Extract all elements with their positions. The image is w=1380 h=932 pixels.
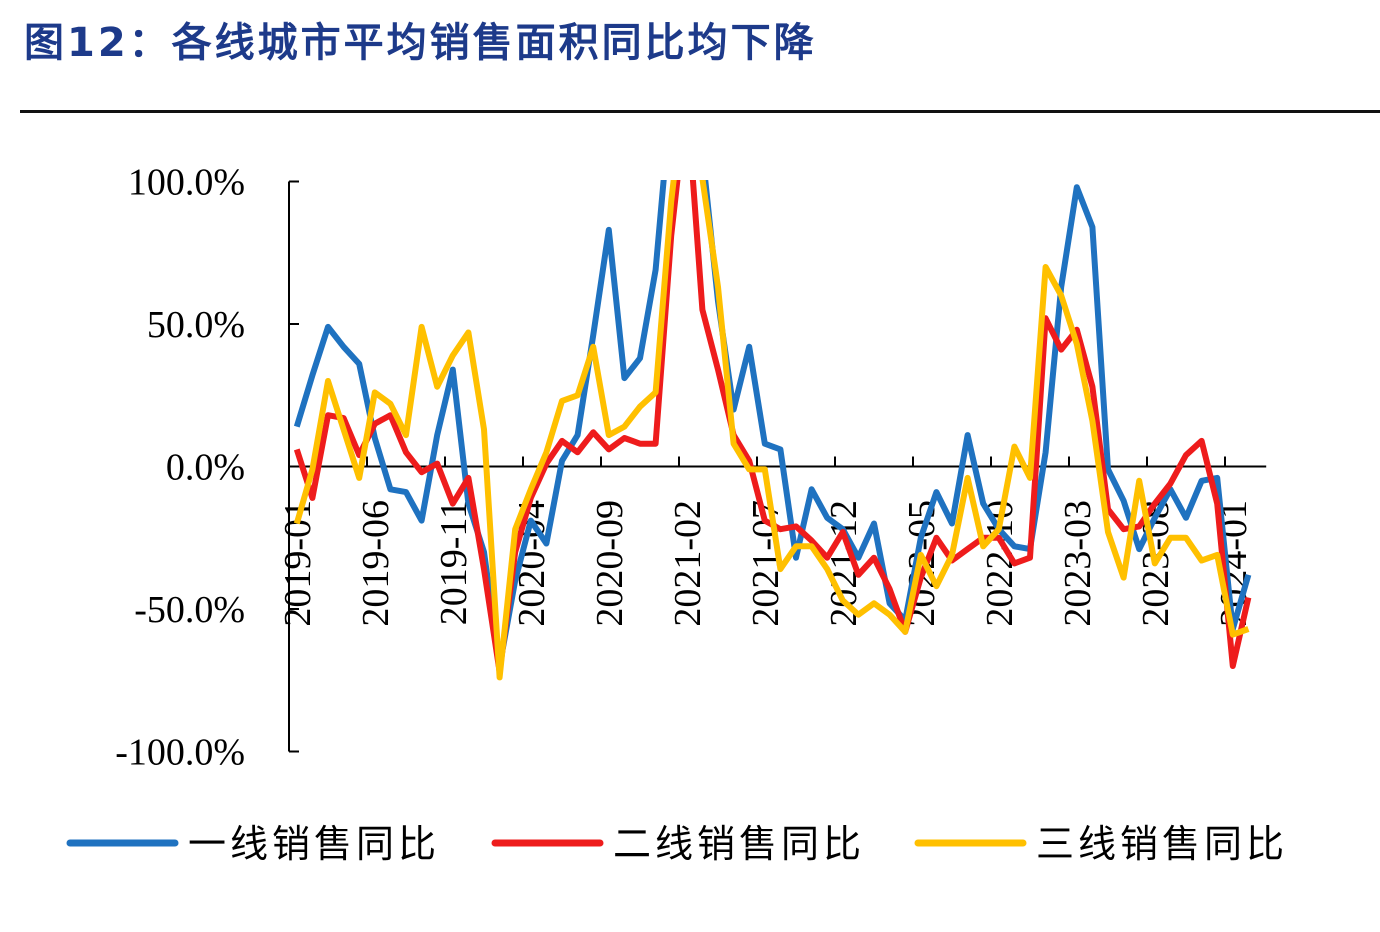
legend-label: 一线销售同比 [188, 822, 440, 866]
x-axis: 2019-01 2019-06 2019-11 2020-04 2020-09 2021-… [277, 456, 1267, 627]
x-tick-label: 2019-11 [433, 500, 475, 625]
x-tick-label: 2019-06 [355, 500, 397, 627]
x-tick-label: 2020-09 [589, 500, 631, 627]
legend-label: 三线销售同比 [1036, 822, 1288, 866]
y-tick-label: 50.0% [147, 304, 245, 346]
y-axis: 100.0% 50.0% 0.0% -50.0% -100.0% [115, 162, 299, 774]
legend-label: 二线销售同比 [613, 822, 865, 866]
series-lines: 2019-01: 14%2019-02: 32%2019-03: 49%2019… [293, 180, 1252, 681]
y-tick-label: 0.0% [166, 447, 245, 489]
y-tick-label: -100.0% [115, 732, 245, 774]
title-divider [20, 110, 1380, 113]
x-tick-label: 2021-02 [667, 500, 709, 627]
legend: 一线销售同比 二线销售同比 三线销售同比 [66, 822, 1288, 866]
series-line-1 [293, 180, 1252, 669]
y-tick-label: 100.0% [128, 162, 245, 204]
y-tick-label: -50.0% [134, 589, 245, 631]
series-line-3 [293, 180, 1250, 681]
figure-title: 图12：各线城市平均销售面积同比均下降 [24, 20, 817, 66]
x-tick-label: 2023-03 [1057, 500, 1099, 627]
